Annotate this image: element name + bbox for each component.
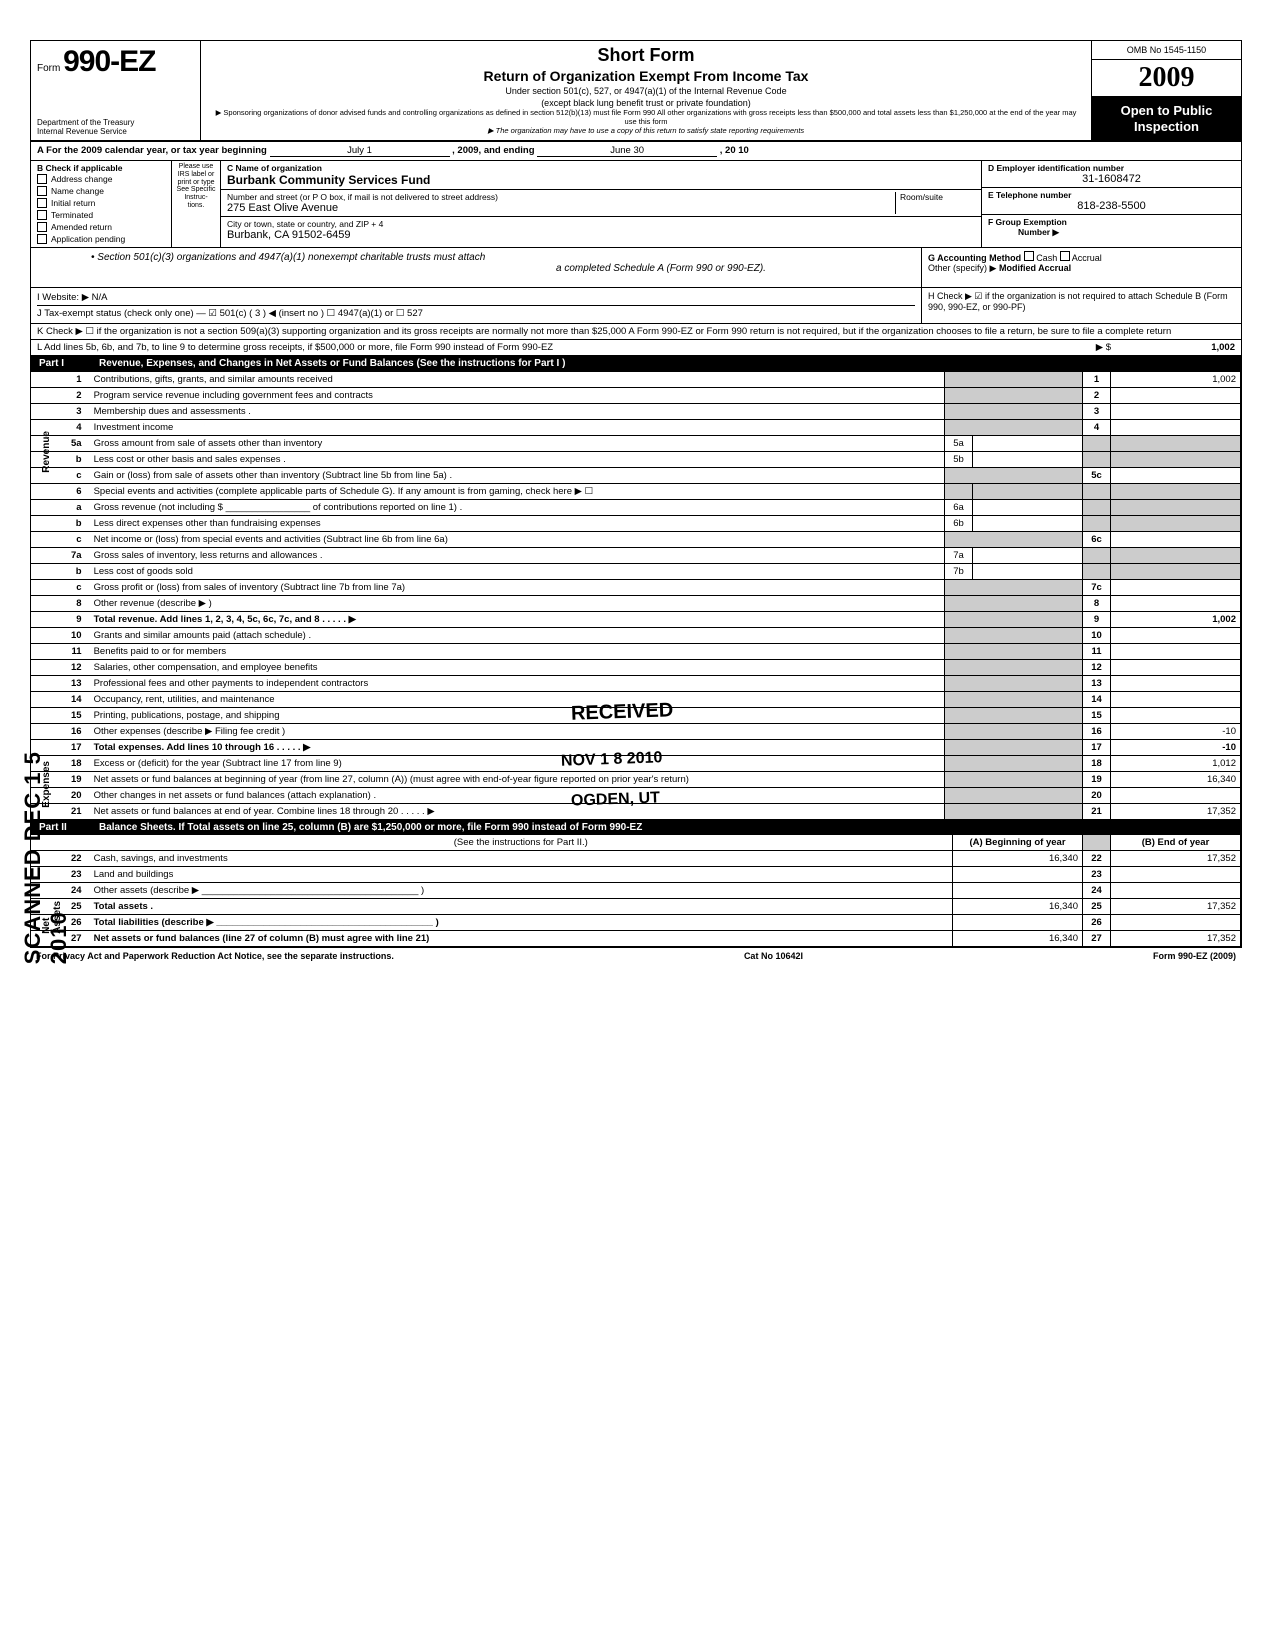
table-row: 21Net assets or fund balances at end of … — [31, 804, 1241, 820]
section-b: B Check if applicable Address change Nam… — [31, 161, 1241, 248]
table-row: cNet income or (loss) from special event… — [31, 532, 1241, 548]
table-row: 16Other expenses (describe ▶ Filing fee … — [31, 724, 1241, 740]
street-address: 275 East Olive Avenue — [227, 202, 895, 214]
header: Form 990-EZ Department of the Treasury I… — [31, 41, 1241, 142]
vlabel-netassets: Net Assets — [41, 901, 63, 934]
mid-block: • Section 501(c)(3) organizations and 49… — [31, 248, 1241, 288]
table-row: 14Occupancy, rent, utilities, and mainte… — [31, 692, 1241, 708]
table-row: bLess cost of goods sold7b — [31, 564, 1241, 580]
chk-terminated[interactable] — [37, 210, 47, 220]
omb-no: OMB No 1545-1150 — [1092, 41, 1241, 60]
table-row: 25 Total assets . 16,340 25 17,352 — [31, 899, 1241, 915]
title-note2: ▶ The organization may have to use a cop… — [211, 126, 1081, 135]
table-row: aGross revenue (not including $ ________… — [31, 500, 1241, 516]
footer-formno: Form 990-EZ (2009) — [1153, 951, 1236, 961]
vlabel-expenses: Expenses — [41, 761, 52, 808]
table-row: 12Salaries, other compensation, and empl… — [31, 660, 1241, 676]
table-row: 10Grants and similar amounts paid (attac… — [31, 628, 1241, 644]
open-to-public: Open to Public Inspection — [1092, 97, 1241, 140]
table-row: 17Total expenses. Add lines 10 through 1… — [31, 740, 1241, 756]
ein: 31-1608472 — [988, 173, 1235, 185]
org-name: Burbank Community Services Fund — [227, 173, 975, 187]
table-row: 1Contributions, gifts, grants, and simil… — [31, 372, 1241, 388]
table-row: 4Investment income4 — [31, 420, 1241, 436]
title-except: (except black lung benefit trust or priv… — [211, 98, 1081, 108]
table-row: cGross profit or (loss) from sales of in… — [31, 580, 1241, 596]
end-date: June 30 — [537, 145, 717, 157]
title-section: Under section 501(c), 527, or 4947(a)(1)… — [211, 86, 1081, 96]
table-row: 26 Total liabilities (describe ▶ _______… — [31, 915, 1241, 931]
line-l: L Add lines 5b, 6b, and 7b, to line 9 to… — [31, 340, 1241, 356]
table-row: 8Other revenue (describe ▶ )8 — [31, 596, 1241, 612]
chk-address[interactable] — [37, 174, 47, 184]
line-h: H Check ▶ ☑ if the organization is not r… — [921, 288, 1241, 323]
accounting-method-other: Modified Accrual — [999, 263, 1071, 273]
chk-initial[interactable] — [37, 198, 47, 208]
table-row: 3Membership dues and assessments .3 — [31, 404, 1241, 420]
col-cde: C Name of organization Burbank Community… — [221, 161, 981, 247]
city-state-zip: Burbank, CA 91502-6459 — [227, 229, 975, 241]
title-note1: ▶ Sponsoring organizations of donor advi… — [211, 108, 1081, 126]
table-row: 19Net assets or fund balances at beginni… — [31, 772, 1241, 788]
col-right: D Employer identification number 31-1608… — [981, 161, 1241, 247]
table-row: 20Other changes in net assets or fund ba… — [31, 788, 1241, 804]
form-prefix: Form — [37, 63, 60, 74]
title-shortform: Short Form — [211, 45, 1081, 66]
table-row: 13Professional fees and other payments t… — [31, 676, 1241, 692]
table-row: 23 Land and buildings 23 — [31, 867, 1241, 883]
dept-irs: Internal Revenue Service — [37, 127, 194, 136]
line-j: J Tax-exempt status (check only one) — ☑… — [37, 305, 915, 321]
chk-name[interactable] — [37, 186, 47, 196]
col-b: B Check if applicable Address change Nam… — [31, 161, 171, 247]
footer: For Privacy Act and Paperwork Reduction … — [30, 948, 1242, 964]
gross-receipts: 1,002 — [1115, 342, 1235, 353]
chk-cash[interactable] — [1024, 251, 1034, 261]
line-i: I Website: ▶ N/A — [37, 290, 915, 305]
part2-table: (See the instructions for Part II.) (A) … — [31, 835, 1241, 947]
table-row: 11Benefits paid to or for members11 — [31, 644, 1241, 660]
table-row: 2Program service revenue including gover… — [31, 388, 1241, 404]
table-row: bLess cost or other basis and sales expe… — [31, 452, 1241, 468]
part1-header: Part I Revenue, Expenses, and Changes in… — [31, 356, 1241, 371]
telephone: 818-238-5500 — [988, 200, 1235, 212]
table-row: 5aGross amount from sale of assets other… — [31, 436, 1241, 452]
table-row: 27 Net assets or fund balances (line 27 … — [31, 931, 1241, 947]
part2-header: Part II Balance Sheets. If Total assets … — [31, 820, 1241, 835]
part1-table: 1Contributions, gifts, grants, and simil… — [31, 371, 1241, 820]
chk-accrual[interactable] — [1060, 251, 1070, 261]
form-number: 990-EZ — [63, 45, 155, 78]
table-row: 15Printing, publications, postage, and s… — [31, 708, 1241, 724]
table-row: 18Excess or (deficit) for the year (Subt… — [31, 756, 1241, 772]
table-row: 7aGross sales of inventory, less returns… — [31, 548, 1241, 564]
begin-date: July 1 — [270, 145, 450, 157]
table-row: cGain or (loss) from sale of assets othe… — [31, 468, 1241, 484]
vlabel-revenue: Revenue — [41, 431, 52, 473]
table-row: 6Special events and activities (complete… — [31, 484, 1241, 500]
header-right: OMB No 1545-1150 2009 Open to Public Ins… — [1091, 41, 1241, 140]
line-k: K Check ▶ ☐ if the organization is not a… — [31, 324, 1241, 340]
header-left: Form 990-EZ Department of the Treasury I… — [31, 41, 201, 140]
footer-privacy: For Privacy Act and Paperwork Reduction … — [36, 951, 394, 961]
table-row: bLess direct expenses other than fundrai… — [31, 516, 1241, 532]
table-row: 9Total revenue. Add lines 1, 2, 3, 4, 5c… — [31, 612, 1241, 628]
header-center: Short Form Return of Organization Exempt… — [201, 41, 1091, 140]
room-suite: Room/suite — [895, 192, 975, 214]
footer-catno: Cat No 10642I — [744, 951, 803, 961]
line-a: A For the 2009 calendar year, or tax yea… — [31, 142, 1241, 161]
table-row: 24 Other assets (describe ▶ ____________… — [31, 883, 1241, 899]
title-return: Return of Organization Exempt From Incom… — [211, 68, 1081, 84]
form-container: Form 990-EZ Department of the Treasury I… — [30, 40, 1242, 948]
col-irs-label: Please use IRS label or print or type Se… — [171, 161, 221, 247]
chk-amended[interactable] — [37, 222, 47, 232]
chk-pending[interactable] — [37, 234, 47, 244]
form-wrapper: SCANNED DEC 1 5 2010 Form 990-EZ Departm… — [30, 40, 1242, 964]
table-row: 22 Cash, savings, and investments 16,340… — [31, 851, 1241, 867]
tax-year: 2009 — [1092, 60, 1241, 97]
dept-treasury: Department of the Treasury — [37, 118, 194, 127]
